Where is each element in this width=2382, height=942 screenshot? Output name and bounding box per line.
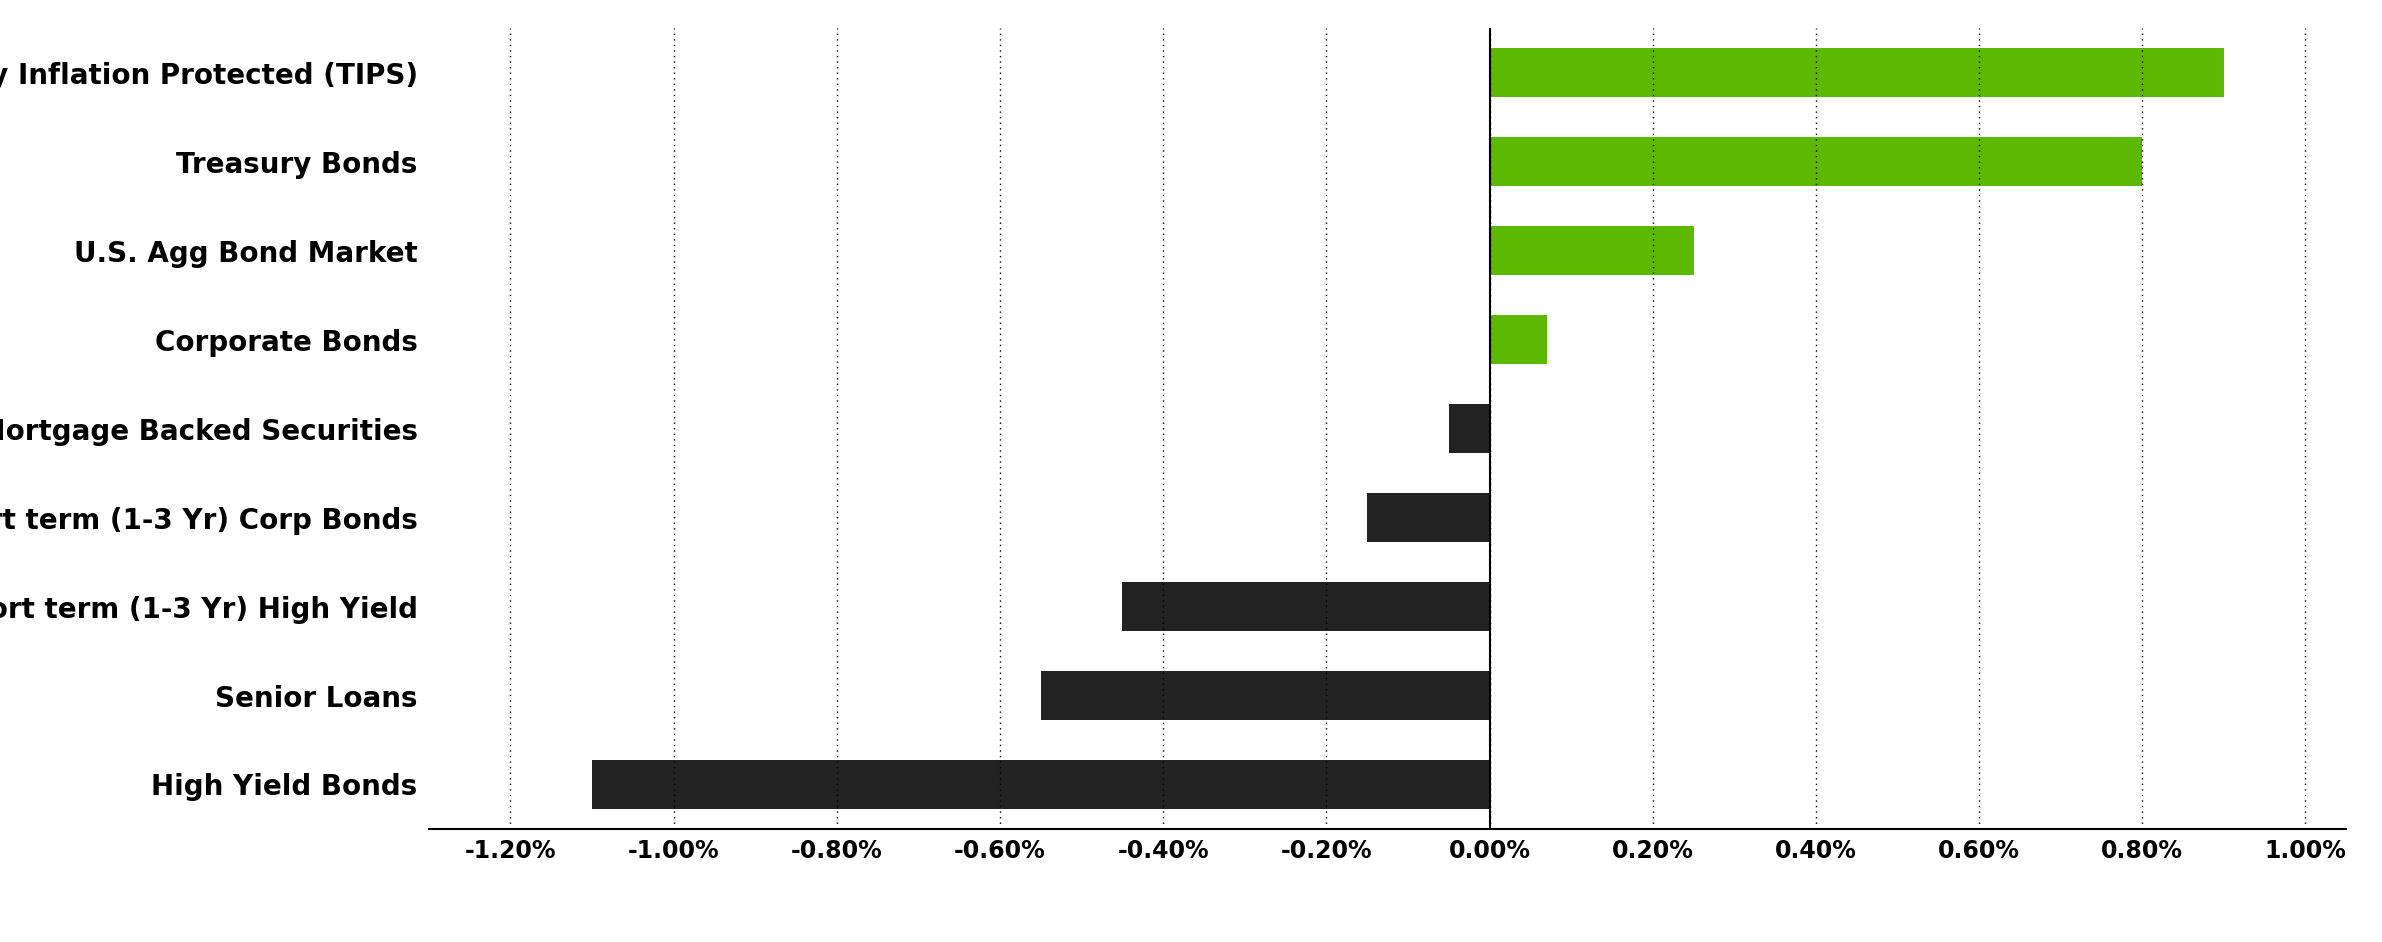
Bar: [1367, 493, 1489, 542]
Bar: [1122, 582, 1489, 631]
Bar: [1489, 316, 1546, 365]
Bar: [1448, 404, 1489, 453]
Bar: [1489, 138, 2141, 187]
Bar: [1041, 671, 1489, 720]
Bar: [1489, 48, 2225, 97]
Bar: [1489, 226, 1694, 275]
Bar: [593, 760, 1489, 809]
